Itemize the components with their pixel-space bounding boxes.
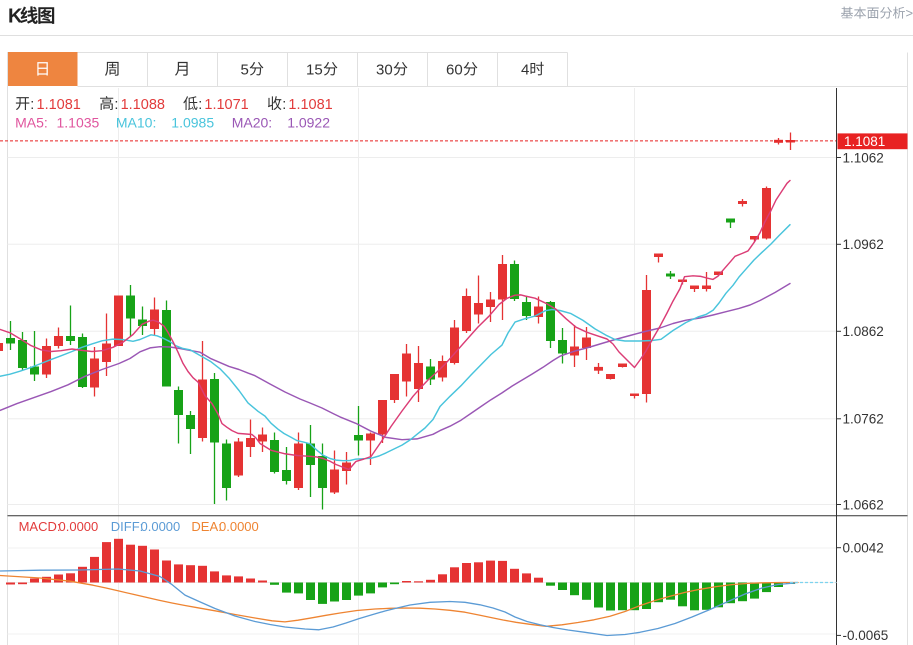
svg-text:1.0962: 1.0962: [843, 237, 884, 252]
svg-text:MA20:: MA20:: [232, 115, 272, 131]
svg-text:0.0000: 0.0000: [141, 519, 181, 534]
svg-text:1.1081: 1.1081: [288, 97, 332, 113]
svg-text:DEA:: DEA:: [191, 519, 221, 534]
svg-text:1.1088: 1.1088: [121, 97, 165, 113]
svg-text:1.0862: 1.0862: [843, 324, 884, 339]
svg-text:MACD:: MACD:: [19, 519, 61, 534]
svg-text:1.0985: 1.0985: [171, 115, 214, 131]
svg-text:K: K: [8, 6, 23, 28]
svg-text:60: 60: [446, 61, 463, 78]
svg-text:-0.0065: -0.0065: [843, 628, 889, 643]
svg-text:1.1071: 1.1071: [204, 97, 248, 113]
svg-text:1.1081: 1.1081: [844, 134, 885, 149]
svg-text:DIFF:: DIFF:: [111, 519, 144, 534]
svg-text:0.0000: 0.0000: [219, 519, 259, 534]
svg-text:>: >: [906, 5, 913, 20]
svg-text::: :: [198, 97, 202, 113]
svg-text:1.1081: 1.1081: [37, 97, 81, 113]
svg-text:1.0662: 1.0662: [843, 497, 884, 512]
svg-text:1.0922: 1.0922: [287, 115, 330, 131]
svg-text:0.0042: 0.0042: [843, 541, 884, 556]
svg-text:30: 30: [376, 61, 393, 78]
svg-text:1.0762: 1.0762: [843, 412, 884, 427]
svg-text:15: 15: [306, 61, 323, 78]
svg-text:MA5:: MA5:: [15, 115, 48, 131]
svg-text::: :: [30, 97, 34, 113]
svg-text:5: 5: [241, 61, 249, 78]
svg-text:0.0000: 0.0000: [59, 519, 99, 534]
svg-text:1.1035: 1.1035: [57, 115, 100, 131]
svg-text:1.1062: 1.1062: [843, 150, 884, 165]
svg-text::: :: [282, 97, 286, 113]
svg-text:MA10:: MA10:: [116, 115, 156, 131]
svg-text:4: 4: [521, 61, 529, 78]
svg-text::: :: [114, 97, 118, 113]
